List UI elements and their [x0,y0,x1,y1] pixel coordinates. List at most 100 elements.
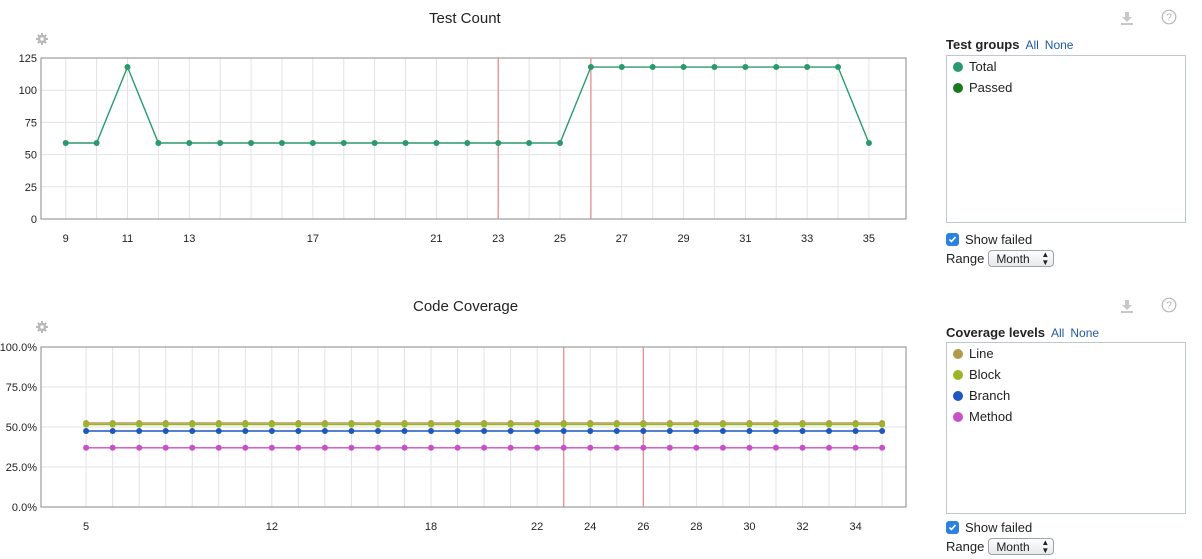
data-point [464,140,471,147]
data-point [865,140,872,147]
data-point [560,428,567,434]
data-point [321,428,328,434]
x-tick-label: 31 [739,233,751,245]
data-point [746,421,753,428]
data-point [481,428,488,434]
x-tick-label: 21 [430,233,442,245]
legend-item-label: Branch [969,388,1011,403]
data-point [534,428,541,434]
x-tick-label: 25 [554,233,566,245]
data-point [93,140,100,147]
range-control: Range Month ▲ ▼ [946,250,1055,267]
data-point [666,444,673,451]
data-point [217,140,224,147]
data-point [804,64,811,71]
data-point [371,140,378,147]
test-count-plot: 0 25 50 75 100 125 9 11 13 17 21 23 25 27 29 31 33 35 [19,53,907,245]
data-point [428,421,435,428]
x-tick-label: 35 [863,233,875,245]
data-point [402,140,409,147]
legend-item-passed[interactable]: Passed [947,77,1185,98]
legend-all-link[interactable]: All [1025,38,1039,52]
data-point [401,421,408,428]
series-color-dot [953,411,963,422]
data-point [640,428,647,434]
x-tick-label: 22 [531,521,543,533]
data-point [348,428,355,434]
data-point [109,421,116,428]
legend-title-text: Test groups [946,37,1020,52]
legend-item-total[interactable]: Total [947,56,1185,77]
data-point [693,421,700,428]
gear-icon[interactable] [35,320,49,334]
legend-none-link[interactable]: None [1070,326,1100,340]
data-point [879,444,886,451]
data-point [835,64,842,71]
x-tick-label: 13 [183,233,195,245]
data-point [534,421,541,428]
data-point [309,140,316,147]
series-color-dot [953,390,963,401]
legend-item-block[interactable]: Block [947,364,1185,385]
range-select[interactable]: Month ▲ ▼ [988,250,1055,267]
legend-item-method[interactable]: Method [947,406,1185,427]
range-control: Range Month ▲ ▼ [946,538,1055,555]
data-point [772,444,779,451]
y-tick-label: 0.0% [12,502,37,514]
help-icon[interactable]: ? [1161,9,1177,25]
checkbox-checked-icon[interactable] [946,521,959,534]
data-point [719,428,726,434]
data-point [109,444,116,451]
data-point [242,428,249,434]
legend-item-line[interactable]: Line [947,343,1185,364]
y-tick-label: 75.0% [6,382,37,394]
data-point [719,421,726,428]
data-point [772,428,779,434]
legend-all-link[interactable]: All [1051,326,1065,340]
x-tick-label: 26 [637,521,649,533]
data-point [374,444,381,451]
x-tick-label: 24 [584,521,596,533]
data-point [278,140,285,147]
data-point [162,421,169,428]
data-point [242,421,249,428]
show-failed-checkbox[interactable]: Show failed [946,232,1032,247]
x-tick-label: 5 [83,521,89,533]
x-tick-label: 11 [122,233,133,245]
data-point [340,140,347,147]
y-tick-label: 25 [25,182,37,194]
data-point [799,444,806,451]
data-point [321,444,328,451]
data-point [215,444,222,451]
data-point [560,444,567,451]
range-label: Range [946,539,985,554]
svg-text:?: ? [1166,13,1172,24]
x-tick-label: 9 [63,233,69,245]
help-icon[interactable]: ? [1161,297,1177,313]
data-point [666,428,673,434]
data-point [852,428,859,434]
show-failed-checkbox[interactable]: Show failed [946,520,1032,535]
y-tick-label: 100.0% [0,342,37,354]
range-select[interactable]: Month ▲ ▼ [988,538,1055,555]
download-icon[interactable] [1119,10,1135,26]
data-point [215,428,222,434]
data-point [587,444,594,451]
data-point [295,428,302,434]
legend-item-branch[interactable]: Branch [947,385,1185,406]
gear-icon[interactable] [35,32,49,46]
legend-item-label: Method [969,409,1013,424]
data-point [587,421,594,428]
data-point [454,421,461,428]
download-icon[interactable] [1119,298,1135,314]
data-point [433,140,440,147]
legend-none-link[interactable]: None [1044,38,1074,52]
checkbox-checked-icon[interactable] [946,233,959,246]
y-tick-label: 75 [25,117,37,129]
data-point [879,421,886,428]
code-coverage-title: Code Coverage [413,298,519,315]
data-point [613,421,620,428]
data-point [162,444,169,451]
data-point [693,428,700,434]
data-point [666,421,673,428]
